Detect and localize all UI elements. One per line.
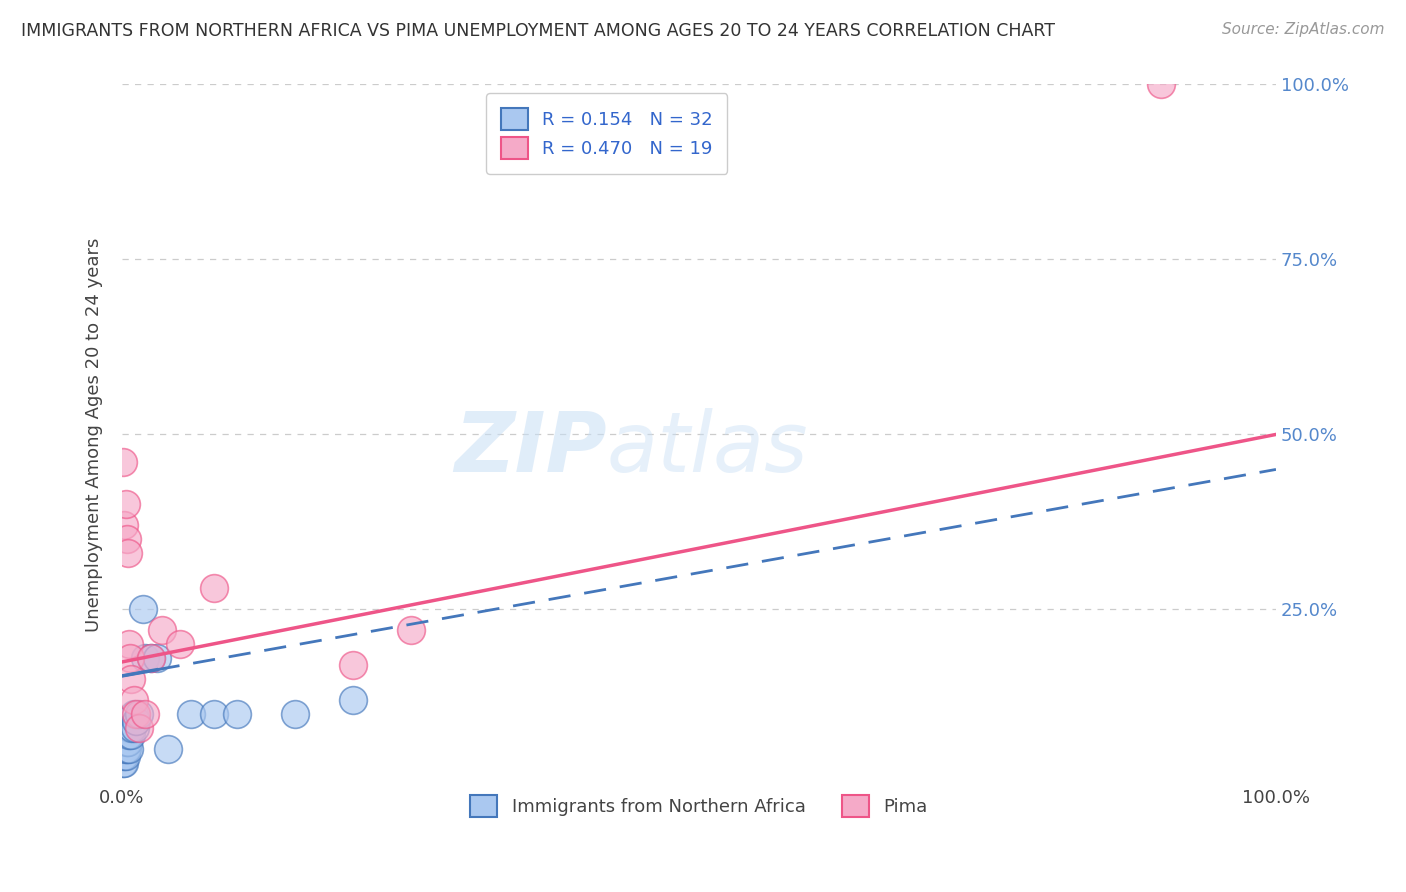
Point (112, 756, 135, 771)
Point (118, 742, 141, 756)
Point (125, 707, 148, 722)
Text: Source: ZipAtlas.com: Source: ZipAtlas.com (1222, 22, 1385, 37)
Point (120, 728, 142, 742)
Text: IMMIGRANTS FROM NORTHERN AFRICA VS PIMA UNEMPLOYMENT AMONG AGES 20 TO 24 YEARS C: IMMIGRANTS FROM NORTHERN AFRICA VS PIMA … (21, 22, 1054, 40)
Point (132, 602, 155, 616)
Point (399, 624, 422, 638)
Y-axis label: Unemployment Among Ages 20 to 24 years: Unemployment Among Ages 20 to 24 years (86, 237, 103, 632)
Point (128, 722, 150, 736)
Point (115, 533, 138, 547)
Point (118, 728, 141, 742)
Point (112, 742, 135, 756)
Point (115, 735, 138, 749)
Point (134, 707, 156, 722)
Point (134, 651, 156, 665)
Point (122, 707, 145, 722)
Point (117, 728, 139, 742)
Point (226, 707, 249, 722)
Point (112, 749, 135, 764)
Point (1149, 78, 1171, 92)
Point (112, 455, 135, 469)
Point (114, 735, 136, 749)
Point (117, 546, 139, 560)
Point (124, 722, 146, 736)
Point (342, 693, 364, 707)
Point (152, 624, 174, 638)
Point (112, 518, 135, 533)
Point (125, 714, 148, 729)
Point (202, 582, 225, 596)
Point (139, 651, 162, 665)
Point (112, 742, 135, 756)
Point (180, 707, 202, 722)
Point (114, 749, 136, 764)
Legend: Immigrants from Northern Africa, Pima: Immigrants from Northern Africa, Pima (463, 788, 935, 824)
Point (157, 742, 180, 756)
Text: atlas: atlas (607, 408, 808, 489)
Point (202, 707, 225, 722)
Point (145, 651, 167, 665)
Point (120, 673, 142, 687)
Point (112, 756, 135, 771)
Point (121, 722, 143, 736)
Text: ZIP: ZIP (454, 408, 607, 489)
Point (169, 637, 191, 651)
Point (118, 637, 141, 651)
Point (112, 749, 135, 764)
Point (139, 651, 162, 665)
Point (114, 498, 136, 512)
Point (342, 658, 364, 673)
Point (120, 722, 142, 736)
Point (115, 742, 138, 756)
Point (120, 651, 142, 665)
Point (122, 693, 145, 707)
Point (114, 742, 136, 756)
Point (284, 707, 307, 722)
Point (128, 707, 150, 722)
Point (117, 735, 139, 749)
